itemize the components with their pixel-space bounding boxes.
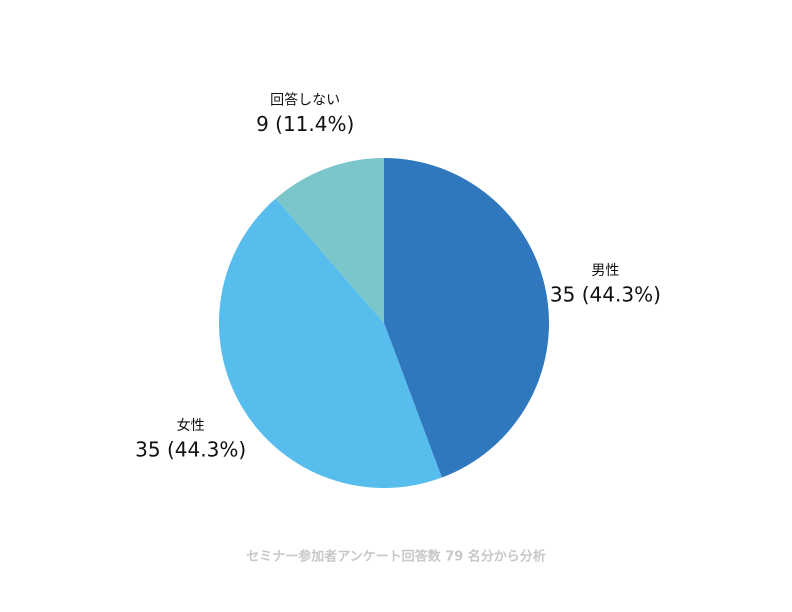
slice-value-label: 35 (44.3%)	[135, 438, 246, 462]
pie-slice	[275, 158, 384, 323]
caption: セミナー参加者アンケート回答数 79 名分から分析	[246, 549, 546, 565]
pie-slice	[384, 158, 549, 478]
pie-slice	[219, 198, 442, 489]
slice-category: 女性	[177, 417, 205, 434]
slice-category: 男性	[591, 263, 619, 279]
slice-value-label: 35 (44.3%)	[550, 282, 661, 306]
slice-value-label: 9 (11.4%)	[256, 112, 354, 136]
slice-category: 回答しない	[270, 91, 340, 108]
